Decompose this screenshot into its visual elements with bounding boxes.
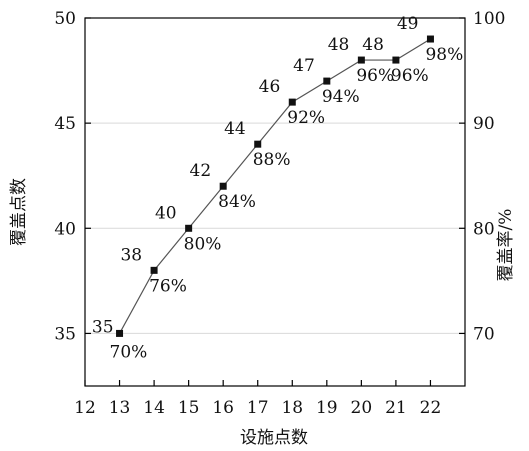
y-axis-right-ticks: 70 80 90 100 (459, 9, 505, 344)
series-group: 35 70% 38 76% 40 80% 42 84% 44 88% 46 92% 47 94% 48 96%… (92, 14, 463, 362)
data-point (426, 35, 434, 43)
data-point (254, 140, 262, 148)
point-rate-label: 96% (356, 66, 394, 86)
y-axis-left-ticks: 35 40 45 50 (54, 9, 91, 344)
x-tick-label: 13 (109, 398, 131, 418)
point-count-label: 46 (259, 77, 281, 97)
data-point (288, 98, 296, 106)
point-rate-label: 80% (184, 234, 222, 254)
y-left-tick-label: 35 (54, 324, 76, 344)
series-line (119, 38, 431, 334)
x-tick-label: 15 (178, 398, 200, 418)
point-count-label: 44 (224, 119, 246, 139)
x-tick-label: 22 (420, 398, 442, 418)
point-count-label: 40 (155, 203, 177, 223)
plot-frame (84, 17, 466, 387)
x-tick-label: 12 (74, 398, 96, 418)
y-right-tick-label: 70 (473, 324, 495, 344)
point-rate-label: 96% (391, 66, 429, 86)
point-count-label: 42 (190, 161, 212, 181)
point-count-label: 35 (92, 317, 114, 337)
point-rate-label: 88% (253, 150, 291, 170)
point-rate-label: 92% (287, 108, 325, 128)
data-point (185, 224, 193, 232)
point-count-label: 48 (362, 35, 384, 55)
y-left-tick-label: 45 (54, 114, 76, 134)
y-right-tick-label: 90 (473, 114, 495, 134)
data-point (219, 182, 227, 190)
data-point (116, 329, 124, 337)
data-point (357, 56, 365, 64)
x-tick-label: 20 (351, 398, 373, 418)
point-count-label: 49 (397, 14, 419, 34)
x-tick-label: 16 (212, 398, 234, 418)
data-point (150, 266, 158, 274)
x-axis-title: 设施点数 (240, 428, 308, 448)
point-count-label: 38 (120, 245, 142, 265)
x-tick-label: 19 (316, 398, 338, 418)
data-point (392, 56, 400, 64)
y-axis-left-title: 覆盖点数 (9, 178, 29, 246)
y-left-tick-label: 50 (54, 9, 76, 29)
y-left-tick-label: 40 (54, 219, 76, 239)
y-right-tick-label: 100 (473, 9, 505, 29)
point-rate-label: 70% (110, 342, 148, 362)
point-rate-label: 84% (218, 192, 256, 212)
point-count-label: 47 (293, 56, 315, 76)
data-point (323, 77, 331, 85)
x-tick-label: 18 (281, 398, 303, 418)
point-rate-label: 76% (149, 276, 187, 296)
point-rate-label: 94% (322, 87, 360, 107)
point-rate-label: 98% (425, 45, 463, 65)
x-tick-label: 17 (247, 398, 269, 418)
y-right-tick-label: 80 (473, 219, 495, 239)
x-axis-ticks: 12 13 14 15 16 17 18 19 20 21 22 (74, 380, 441, 418)
y-axis-right-title: 覆盖率/% (496, 209, 516, 282)
point-count-label: 48 (328, 35, 350, 55)
x-tick-label: 14 (143, 398, 165, 418)
x-tick-label: 21 (385, 398, 407, 418)
